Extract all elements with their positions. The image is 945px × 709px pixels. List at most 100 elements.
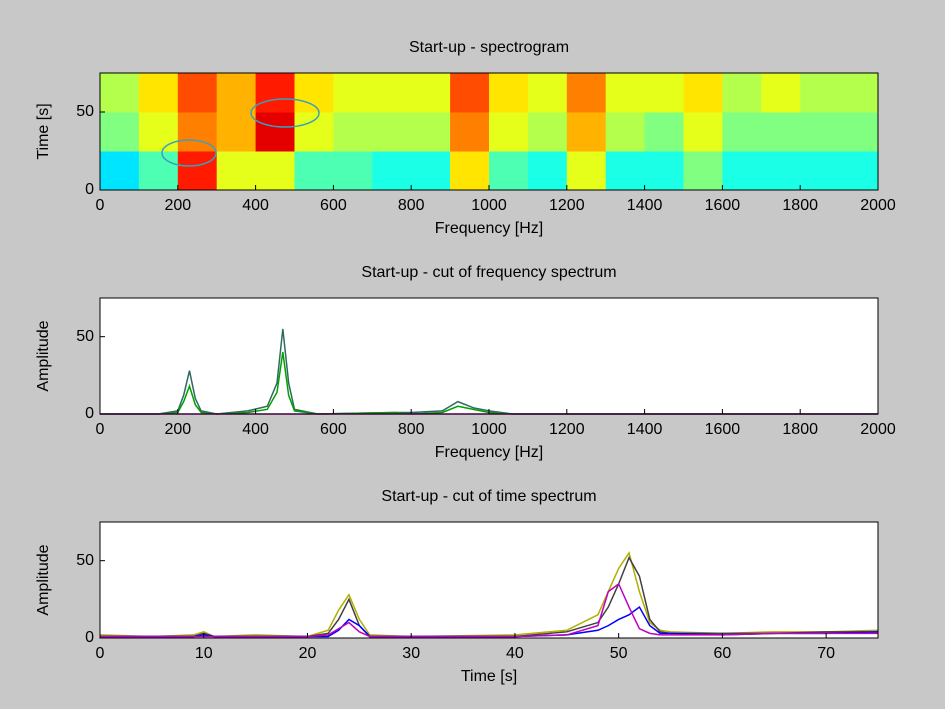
x-tick-label: 1000 bbox=[471, 421, 507, 438]
heatmap-cell bbox=[450, 112, 490, 152]
heatmap-cell bbox=[100, 73, 140, 113]
heatmap-cell bbox=[255, 112, 295, 152]
heatmap-cell bbox=[255, 151, 295, 191]
heatmap-cell bbox=[372, 112, 412, 152]
heatmap-cell bbox=[450, 73, 490, 113]
axes-title: Start-up - cut of time spectrum bbox=[381, 488, 596, 505]
x-tick-label: 0 bbox=[96, 197, 105, 214]
x-tick-label: 20 bbox=[299, 645, 317, 662]
x-tick-label: 60 bbox=[714, 645, 732, 662]
heatmap-cell bbox=[644, 151, 684, 191]
y-axis-label: Amplitude bbox=[35, 320, 52, 391]
heatmap-cell bbox=[800, 112, 840, 152]
x-tick-label: 1400 bbox=[627, 197, 663, 214]
heatmap-cell bbox=[800, 73, 840, 113]
heatmap-cell bbox=[722, 151, 762, 191]
heatmap-cell bbox=[683, 112, 723, 152]
x-tick-label: 800 bbox=[398, 421, 425, 438]
heatmap-cell bbox=[683, 73, 723, 113]
y-tick-label: 0 bbox=[85, 181, 94, 198]
x-tick-label: 2000 bbox=[860, 421, 896, 438]
x-axis-label: Frequency [Hz] bbox=[435, 444, 543, 461]
x-tick-label: 1200 bbox=[549, 197, 585, 214]
x-tick-label: 2000 bbox=[860, 197, 896, 214]
heatmap-cell bbox=[489, 73, 529, 113]
axes-frame bbox=[99, 521, 879, 639]
x-tick-label: 40 bbox=[506, 645, 524, 662]
heatmap-cell bbox=[527, 112, 568, 152]
heatmap-cell bbox=[761, 112, 801, 152]
heatmap-cell bbox=[605, 151, 646, 191]
x-tick-label: 0 bbox=[96, 421, 105, 438]
heatmap-cell bbox=[138, 73, 179, 113]
heatmap-cell bbox=[566, 151, 607, 191]
y-axis-label: Time [s] bbox=[35, 103, 52, 159]
heatmap-cell bbox=[411, 151, 451, 191]
x-tick-label: 1000 bbox=[471, 197, 507, 214]
heatmap-cell bbox=[527, 151, 568, 191]
heatmap-cell bbox=[644, 73, 684, 113]
highlight-ellipse bbox=[161, 139, 217, 167]
x-tick-label: 400 bbox=[242, 421, 269, 438]
heatmap-cell bbox=[216, 112, 257, 152]
x-tick-label: 1600 bbox=[705, 197, 741, 214]
heatmap-cell bbox=[177, 73, 218, 113]
heatmap-cell bbox=[761, 151, 801, 191]
series-line bbox=[100, 328, 878, 415]
x-tick-label: 70 bbox=[817, 645, 835, 662]
x-tick-label: 1800 bbox=[782, 197, 818, 214]
y-tick-label: 50 bbox=[76, 328, 94, 345]
x-tick-label: 10 bbox=[195, 645, 213, 662]
x-axis-label: Time [s] bbox=[461, 668, 517, 685]
heatmap-cell bbox=[216, 151, 257, 191]
heatmap-cell bbox=[138, 112, 179, 152]
heatmap-cell bbox=[839, 151, 879, 191]
heatmap-cell bbox=[100, 151, 140, 191]
heatmap-cell bbox=[644, 112, 684, 152]
heatmap-cell bbox=[294, 151, 334, 191]
heatmap-cell bbox=[489, 151, 529, 191]
heatmap-cell bbox=[683, 151, 723, 191]
heatmap-cell bbox=[527, 73, 568, 113]
heatmap-cell bbox=[372, 151, 412, 191]
y-tick-label: 0 bbox=[85, 405, 94, 422]
x-tick-label: 1800 bbox=[782, 421, 818, 438]
heatmap-cell bbox=[411, 112, 451, 152]
heatmap-cell bbox=[566, 112, 607, 152]
y-tick-label: 50 bbox=[76, 552, 94, 569]
x-tick-label: 600 bbox=[320, 197, 347, 214]
x-tick-label: 1400 bbox=[627, 421, 663, 438]
heatmap-cell bbox=[216, 73, 257, 113]
heatmap-cell bbox=[138, 151, 179, 191]
heatmap-cell bbox=[722, 112, 762, 152]
heatmap-cell bbox=[333, 151, 373, 191]
axes-title: Start-up - spectrogram bbox=[409, 39, 569, 56]
heatmap-cell bbox=[489, 112, 529, 152]
heatmap-cell bbox=[372, 73, 412, 113]
heatmap-cell bbox=[566, 73, 607, 113]
y-tick-label: 50 bbox=[76, 103, 94, 120]
heatmap-cell bbox=[450, 151, 490, 191]
heatmap-cell bbox=[761, 73, 801, 113]
axes-title: Start-up - cut of frequency spectrum bbox=[361, 264, 616, 281]
x-tick-label: 200 bbox=[164, 197, 191, 214]
x-tick-label: 600 bbox=[320, 421, 347, 438]
highlight-ellipse bbox=[250, 98, 320, 128]
x-tick-label: 50 bbox=[610, 645, 628, 662]
x-tick-label: 1600 bbox=[705, 421, 741, 438]
heatmap-cell bbox=[333, 112, 373, 152]
heatmap-cell bbox=[411, 73, 451, 113]
heatmap-cell bbox=[255, 73, 295, 113]
y-tick-label: 0 bbox=[85, 629, 94, 646]
axes-background bbox=[100, 298, 878, 414]
heatmap-cell bbox=[839, 112, 879, 152]
x-axis-label: Frequency [Hz] bbox=[435, 220, 543, 237]
x-tick-label: 0 bbox=[96, 645, 105, 662]
heatmap-cell bbox=[294, 112, 334, 152]
series-line bbox=[100, 352, 878, 415]
axes-background bbox=[100, 522, 878, 638]
heatmap-cell bbox=[722, 73, 762, 113]
y-axis-label: Amplitude bbox=[35, 544, 52, 615]
x-tick-label: 200 bbox=[164, 421, 191, 438]
